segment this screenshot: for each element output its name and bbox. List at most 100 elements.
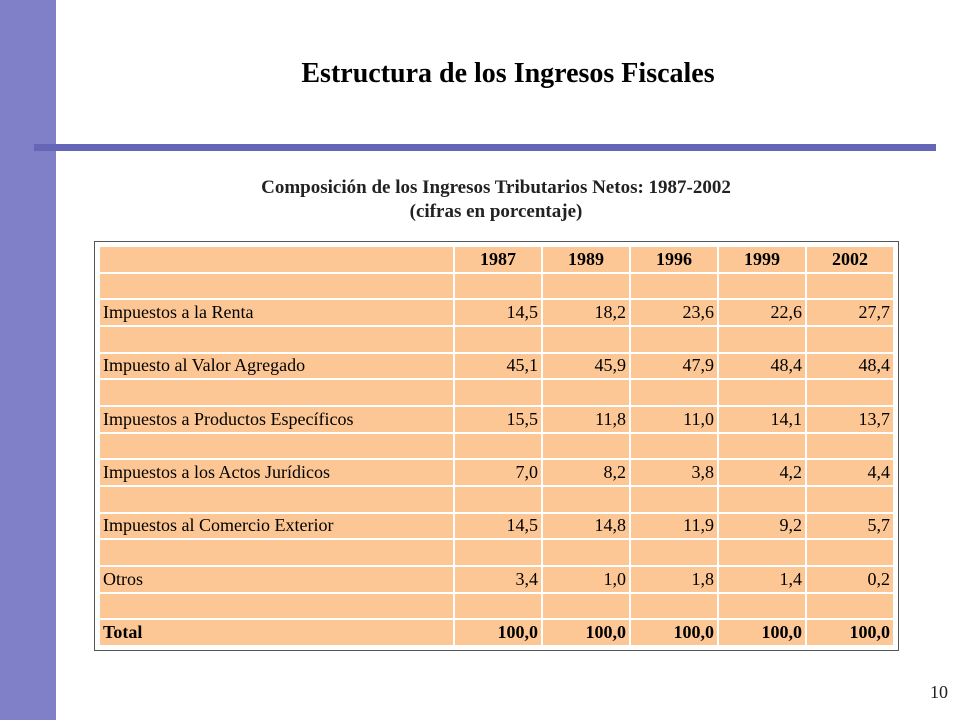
- page-number: 10: [930, 682, 948, 702]
- empty-cell: [543, 433, 629, 459]
- spacer-row: [100, 540, 893, 565]
- value-cell: 14,1: [719, 406, 805, 432]
- empty-cell: [455, 540, 541, 565]
- value-cell: 0,2: [807, 566, 893, 592]
- value-cell: 4,2: [719, 460, 805, 485]
- empty-cell: [631, 486, 717, 512]
- value-cell: 23,6: [631, 300, 717, 325]
- data-table-frame: 1987 1989 1996 1999 2002 Impuestos a la Renta…: [94, 241, 899, 651]
- empty-cell: [807, 380, 893, 405]
- empty-cell: [100, 380, 453, 405]
- value-cell: 22,6: [719, 300, 805, 325]
- value-cell: 14,8: [543, 513, 629, 539]
- empty-cell: [455, 433, 541, 459]
- empty-cell: [631, 433, 717, 459]
- value-cell: 15,5: [455, 406, 541, 432]
- empty-cell: [543, 326, 629, 352]
- empty-cell: [543, 380, 629, 405]
- table-row: Impuestos al Comercio Exterior 14,5 14,8 11…: [100, 513, 893, 539]
- value-cell: 48,4: [807, 353, 893, 379]
- table-row: Otros 3,4 1,0 1,8 1,4 0,2: [100, 566, 893, 592]
- table-row: Impuesto al Valor Agregado 45,1 45,9 47,9 48…: [100, 353, 893, 379]
- empty-cell: [807, 433, 893, 459]
- empty-cell: [543, 273, 629, 299]
- header-blank-cell: [100, 247, 453, 272]
- value-cell: 45,9: [543, 353, 629, 379]
- value-cell: 47,9: [631, 353, 717, 379]
- empty-cell: [100, 326, 453, 352]
- year-header: 1989: [543, 247, 629, 272]
- empty-cell: [455, 380, 541, 405]
- title-divider: [34, 144, 936, 151]
- empty-cell: [455, 273, 541, 299]
- total-row: Total 100,0 100,0 100,0 100,0 100,0: [100, 620, 893, 645]
- empty-cell: [807, 273, 893, 299]
- spacer-row: [100, 486, 893, 512]
- empty-cell: [719, 486, 805, 512]
- empty-cell: [100, 486, 453, 512]
- year-header: 1996: [631, 247, 717, 272]
- row-label: Impuestos a la Renta: [100, 300, 453, 325]
- value-cell: 9,2: [719, 513, 805, 539]
- empty-cell: [631, 593, 717, 619]
- table-caption-line1: Composición de los Ingresos Tributarios …: [261, 177, 731, 198]
- empty-cell: [543, 486, 629, 512]
- value-cell: 1,8: [631, 566, 717, 592]
- value-cell: 3,4: [455, 566, 541, 592]
- row-label: Impuestos a Productos Específicos: [100, 406, 453, 432]
- spacer-row: [100, 593, 893, 619]
- empty-cell: [543, 593, 629, 619]
- value-cell: 1,4: [719, 566, 805, 592]
- empty-cell: [631, 273, 717, 299]
- value-cell: 14,5: [455, 300, 541, 325]
- value-cell: 45,1: [455, 353, 541, 379]
- empty-cell: [719, 593, 805, 619]
- empty-cell: [455, 326, 541, 352]
- empty-cell: [807, 486, 893, 512]
- value-cell: 3,8: [631, 460, 717, 485]
- value-cell: 11,9: [631, 513, 717, 539]
- value-cell: 14,5: [455, 513, 541, 539]
- empty-cell: [455, 593, 541, 619]
- empty-cell: [719, 380, 805, 405]
- total-value-cell: 100,0: [631, 620, 717, 645]
- spacer-row: [100, 433, 893, 459]
- empty-cell: [719, 540, 805, 565]
- empty-cell: [631, 326, 717, 352]
- value-cell: 11,0: [631, 406, 717, 432]
- spacer-row: [100, 326, 893, 352]
- table-caption-line2: (cifras en porcentaje): [409, 201, 583, 222]
- value-cell: 13,7: [807, 406, 893, 432]
- total-label: Total: [100, 620, 453, 645]
- empty-cell: [719, 433, 805, 459]
- empty-cell: [807, 326, 893, 352]
- empty-cell: [631, 540, 717, 565]
- total-value-cell: 100,0: [543, 620, 629, 645]
- spacer-row: [100, 273, 893, 299]
- value-cell: 5,7: [807, 513, 893, 539]
- value-cell: 48,4: [719, 353, 805, 379]
- empty-cell: [719, 326, 805, 352]
- table-row: Impuestos a Productos Específicos 15,5 11,…: [100, 406, 893, 432]
- empty-cell: [631, 380, 717, 405]
- year-header: 1999: [719, 247, 805, 272]
- value-cell: 8,2: [543, 460, 629, 485]
- empty-cell: [100, 540, 453, 565]
- spacer-row: [100, 380, 893, 405]
- empty-cell: [543, 540, 629, 565]
- empty-cell: [719, 273, 805, 299]
- year-header: 1987: [455, 247, 541, 272]
- empty-cell: [807, 593, 893, 619]
- value-cell: 7,0: [455, 460, 541, 485]
- row-label: Impuesto al Valor Agregado: [100, 353, 453, 379]
- year-header: 2002: [807, 247, 893, 272]
- row-label: Impuestos al Comercio Exterior: [100, 513, 453, 539]
- total-value-cell: 100,0: [455, 620, 541, 645]
- value-cell: 18,2: [543, 300, 629, 325]
- empty-cell: [100, 433, 453, 459]
- table-row: Impuestos a la Renta 14,5 18,2 23,6 22,6 27,7: [100, 300, 893, 325]
- value-cell: 11,8: [543, 406, 629, 432]
- table-row: Impuestos a los Actos Jurídicos 7,0 8,2 3,8…: [100, 460, 893, 485]
- empty-cell: [455, 486, 541, 512]
- table-caption: Composición de los Ingresos Tributarios …: [56, 176, 936, 224]
